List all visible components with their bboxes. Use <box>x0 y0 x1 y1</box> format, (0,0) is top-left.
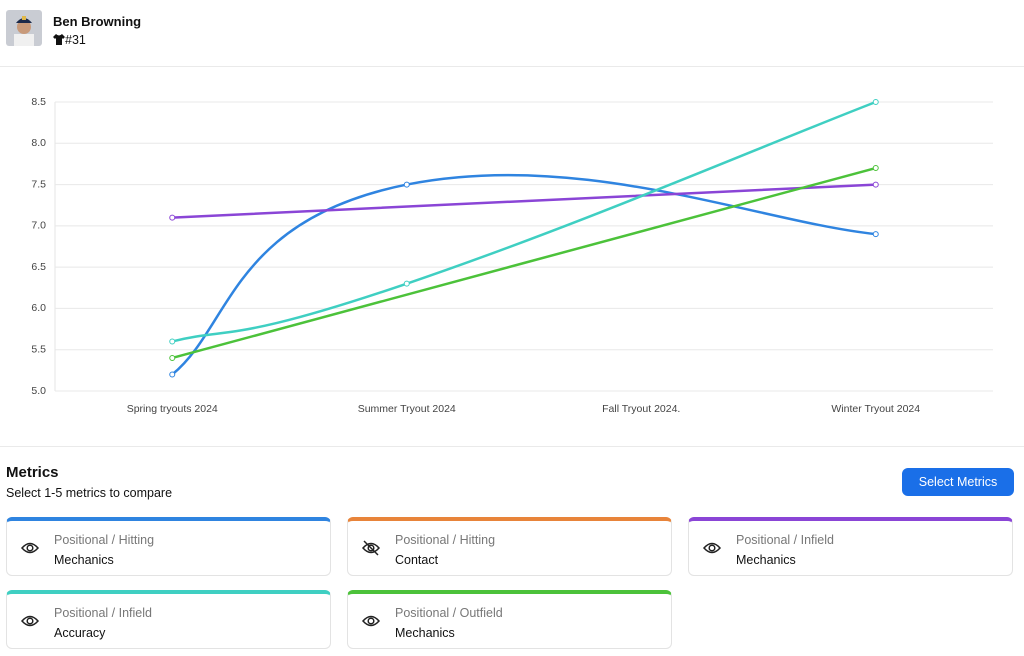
chart: 5.0 5.5 6.0 6.5 7.0 7.5 8.0 8.5 Spring tryouts 2… <box>31 96 993 415</box>
eye-pupil <box>708 544 716 552</box>
metric-card[interactable]: Positional / Hitting Mechanics <box>6 517 331 576</box>
metric-group: Positional / Infield <box>54 606 152 620</box>
metric-card[interactable]: Positional / Infield Mechanics <box>688 517 1013 576</box>
data-point <box>169 338 176 345</box>
y-tick-label: 6.5 <box>31 261 46 273</box>
metric-name: Contact <box>395 553 439 567</box>
avatar <box>6 10 42 46</box>
series-line <box>172 183 876 219</box>
y-tick-label: 5.5 <box>31 343 46 355</box>
eye-icon[interactable] <box>21 613 39 629</box>
eye-off-icon[interactable] <box>362 540 380 556</box>
y-tick-label: 5.0 <box>31 385 46 397</box>
metrics-subtitle: Select 1-5 metrics to compare <box>6 486 173 500</box>
divider <box>0 66 1024 67</box>
metric-name: Mechanics <box>54 553 114 567</box>
metric-name: Accuracy <box>54 626 106 640</box>
x-tick-label: Spring tryouts 2024 <box>127 403 218 415</box>
metrics-title: Metrics <box>6 464 59 481</box>
jersey-number: #31 <box>65 33 86 47</box>
y-tick-label: 8.0 <box>31 137 46 149</box>
series-line <box>171 173 876 376</box>
eye-icon[interactable] <box>703 540 721 556</box>
metric-group: Positional / Hitting <box>395 533 496 547</box>
eye-icon[interactable] <box>362 613 380 629</box>
metric-group: Positional / Infield <box>736 533 834 547</box>
eye-pupil <box>367 544 375 552</box>
y-tick-label: 7.5 <box>31 178 46 190</box>
eye-outline <box>703 542 721 554</box>
eye-slash <box>363 540 379 556</box>
eye-outline <box>21 542 39 554</box>
data-point <box>169 354 176 361</box>
data-point <box>169 371 176 378</box>
eye-pupil <box>367 617 375 625</box>
metric-card[interactable]: Positional / Hitting Contact <box>347 517 672 576</box>
metric-group: Positional / Hitting <box>54 533 155 547</box>
y-tick-label: 7.0 <box>31 220 46 232</box>
jersey-icon <box>53 34 65 45</box>
data-point <box>872 231 879 238</box>
eye-pupil <box>26 544 34 552</box>
data-point <box>872 181 879 188</box>
data-point <box>169 214 176 221</box>
eye-pupil <box>26 617 34 625</box>
series-line <box>171 100 877 343</box>
metric-group: Positional / Outfield <box>395 606 503 620</box>
y-tick-label: 8.5 <box>31 96 46 108</box>
series-line <box>171 166 877 360</box>
y-tick-label: 6.0 <box>31 302 46 314</box>
eye-outline <box>362 615 380 627</box>
eye-outline <box>21 615 39 627</box>
eye-icon[interactable] <box>21 540 39 556</box>
metric-card[interactable]: Positional / Outfield Mechanics <box>347 590 672 649</box>
x-tick-label: Winter Tryout 2024 <box>831 403 920 415</box>
data-point <box>872 99 879 105</box>
data-point <box>403 280 410 287</box>
metric-card[interactable]: Positional / Infield Accuracy <box>6 590 331 649</box>
x-tick-label: Summer Tryout 2024 <box>358 403 456 415</box>
data-point <box>403 181 410 188</box>
metric-name: Mechanics <box>395 626 455 640</box>
data-point <box>872 165 879 172</box>
divider <box>0 446 1024 447</box>
player-name: Ben Browning <box>53 14 142 29</box>
metric-name: Mechanics <box>736 553 796 567</box>
select-metrics-button[interactable]: Select Metrics <box>902 468 1014 496</box>
x-tick-label: Fall Tryout 2024. <box>602 403 680 415</box>
